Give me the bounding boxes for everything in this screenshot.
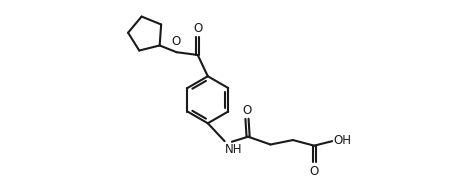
Text: NH: NH bbox=[225, 143, 243, 156]
Text: O: O bbox=[309, 165, 319, 178]
Text: OH: OH bbox=[333, 134, 351, 147]
Text: O: O bbox=[171, 35, 180, 48]
Text: O: O bbox=[193, 22, 202, 35]
Text: O: O bbox=[242, 104, 252, 117]
